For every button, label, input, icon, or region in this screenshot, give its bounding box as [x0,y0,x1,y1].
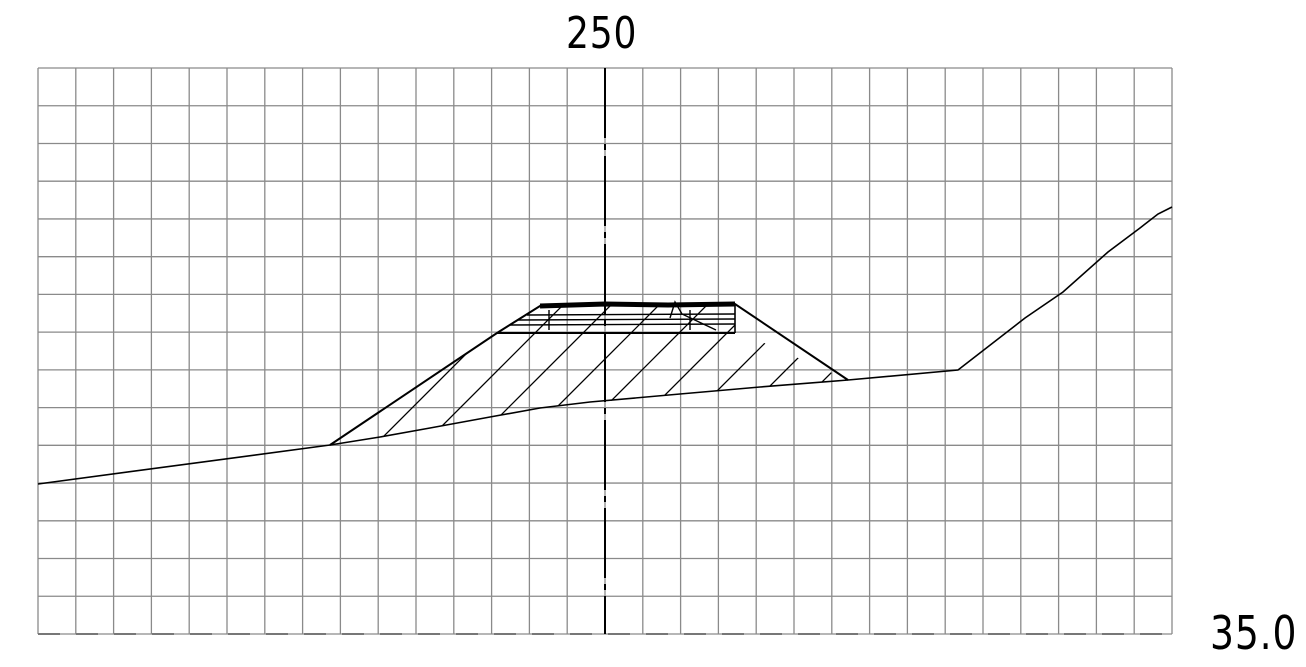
hatch-line [753,304,848,445]
hatch-line [1138,280,1306,450]
hatch-line [1186,280,1306,450]
fill-hatch [369,280,1306,450]
datum-elevation-label: 35.0 [1210,606,1298,660]
hatch-line [369,304,541,445]
hatch-line [417,304,589,445]
hatch-line [994,280,1164,450]
ground-line [37,206,1173,485]
hatch-line [946,280,1116,450]
hatch-line [1090,280,1260,450]
pavement-layers [496,300,736,334]
hatch-line [1042,280,1212,450]
station-label: 250 [566,8,638,59]
hatch-line [850,280,1020,450]
hatch-line [801,304,848,445]
